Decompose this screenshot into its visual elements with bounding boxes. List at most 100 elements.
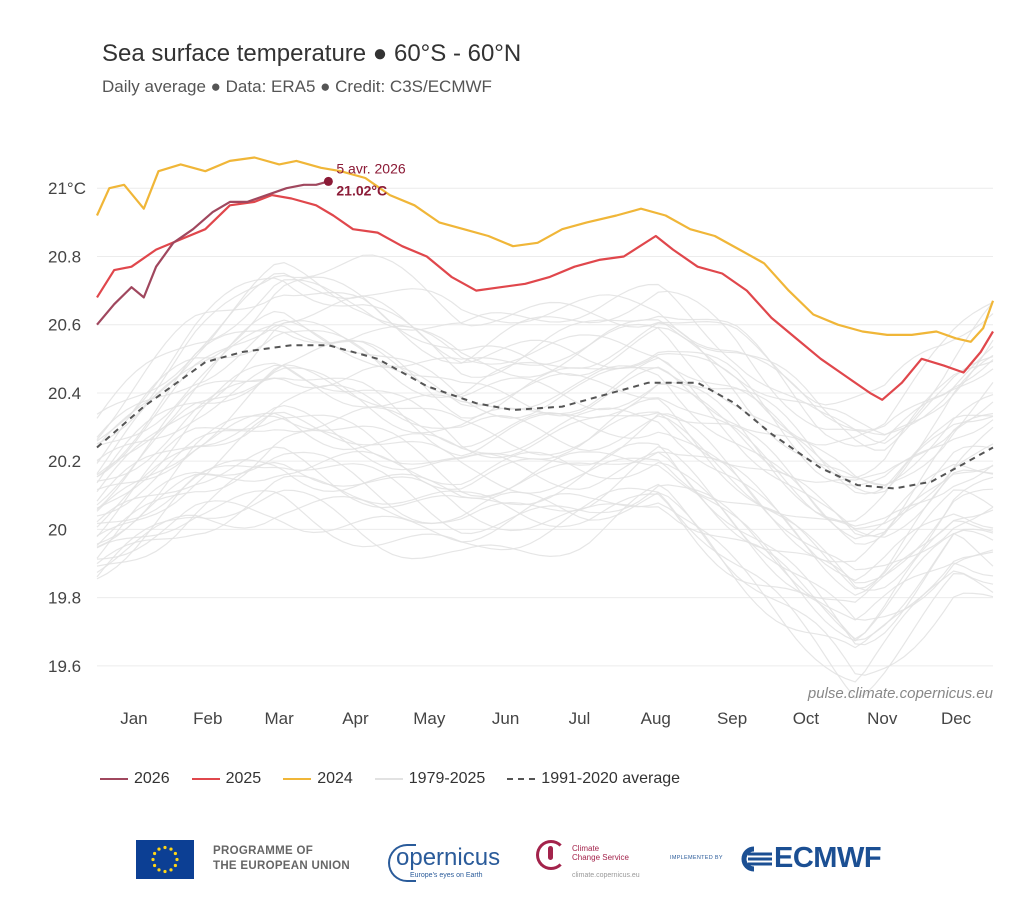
- historical-year-line: [96, 276, 994, 475]
- historical-year-line: [96, 475, 994, 641]
- thermometer-icon: [548, 846, 553, 860]
- copernicus-name: opernicus: [396, 844, 501, 871]
- x-tick-label: Mar: [265, 709, 295, 728]
- x-tick-label: Nov: [867, 709, 898, 728]
- c3s-logo: Climate Change Service climate.copernicu…: [536, 838, 656, 884]
- y-tick-label: 20.2: [48, 452, 81, 471]
- y-tick-label: 20.6: [48, 316, 81, 335]
- legend-swatch: [507, 778, 536, 780]
- historical-year-line: [96, 413, 994, 571]
- eu-star-icon: [173, 863, 177, 868]
- eu-star-icon: [151, 857, 155, 862]
- footer-logos: PROGRAMME OF THE EUROPEAN UNION opernicu…: [0, 836, 1030, 896]
- legend-label: 2024: [317, 770, 353, 787]
- legend-item: 2026: [100, 770, 170, 788]
- legend-label: 1979-2025: [408, 770, 486, 787]
- c3s-circle-icon: [536, 840, 566, 870]
- x-tick-label: Oct: [793, 709, 820, 728]
- x-tick-label: Feb: [193, 709, 222, 728]
- x-tick-label: Jul: [569, 709, 591, 728]
- historical-year-line: [96, 446, 994, 621]
- legend-item: 2024: [283, 770, 353, 788]
- historical-year-line: [96, 411, 994, 590]
- chart-title: Sea surface temperature ● 60°S - 60°N: [102, 40, 522, 67]
- eu-star-icon: [175, 857, 179, 862]
- copernicus-arc-icon: [388, 844, 416, 882]
- legend-swatch: [374, 778, 403, 780]
- y-tick-label: 20.8: [48, 247, 81, 266]
- c3s-url: climate.copernicus.eu: [572, 872, 640, 879]
- chart-area: 5 avr. 2026 21.02°C 19.6 19.8 20 20.2 20.4 20.…: [48, 156, 995, 728]
- eu-line-2: THE EUROPEAN UNION: [213, 860, 351, 872]
- historical-year-line: [96, 407, 994, 596]
- annotation-date: 5 avr. 2026: [336, 160, 405, 176]
- x-tick-label: Dec: [941, 709, 972, 728]
- legend: 2026 2025 2024 1979-2025 1991-2020 average: [100, 770, 702, 788]
- historical-year-line: [96, 461, 994, 640]
- historical-year-line: [96, 324, 994, 479]
- legend-swatch: [283, 778, 312, 780]
- eu-star-icon: [157, 847, 161, 851]
- legend-label: 2025: [225, 770, 262, 787]
- eu-flag-icon: [136, 840, 194, 879]
- c3s-name: Climate Change Service: [572, 844, 629, 862]
- x-tick-label: May: [413, 709, 446, 728]
- historical-year-line: [96, 415, 994, 582]
- eu-star-icon: [173, 851, 177, 856]
- eu-line-1: PROGRAMME OF: [213, 845, 314, 857]
- historical-year-line: [96, 295, 994, 478]
- legend-swatch: [100, 778, 128, 780]
- historical-year-line: [96, 319, 994, 495]
- eu-star-icon: [169, 847, 173, 851]
- c3s-line-2: Change Service: [572, 853, 629, 862]
- historical-year-line: [96, 463, 994, 621]
- historical-year-line: [96, 278, 994, 445]
- chart-subtitle: Daily average ● Data: ERA5 ● Credit: C3S…: [102, 77, 492, 96]
- historical-year-line: [96, 487, 994, 699]
- historical-year-line: [96, 362, 994, 540]
- copernicus-logo: opernicus Europe's eyes on Earth: [388, 838, 508, 884]
- historical-year-line: [96, 329, 994, 487]
- y-tick-label: 19.8: [48, 589, 81, 608]
- copernicus-tagline: Europe's eyes on Earth: [410, 872, 483, 879]
- y-tick-label: 19.6: [48, 657, 81, 676]
- c3s-line-1: Climate: [572, 844, 600, 853]
- series-line-1991-2020-average: [96, 344, 994, 490]
- y-tick-label: 21°C: [48, 179, 86, 198]
- historical-year-line: [96, 384, 994, 530]
- legend-label: 2026: [134, 770, 170, 787]
- annotation-value: 21.02°C: [336, 182, 387, 198]
- historical-year-line: [96, 377, 994, 527]
- eu-star-icon: [157, 868, 161, 872]
- latest-value-marker: [323, 176, 333, 186]
- eu-star-icon: [153, 863, 157, 868]
- historical-year-line: [96, 364, 994, 537]
- series-line-2024: [95, 156, 995, 343]
- historical-year-line: [96, 365, 994, 523]
- implemented-by-text: IMPLEMENTED BY: [670, 855, 723, 861]
- historical-year-line: [96, 254, 994, 445]
- x-tick-label: Jun: [492, 709, 519, 728]
- legend-item: 1979-2025: [374, 770, 486, 788]
- historical-year-line: [96, 450, 994, 603]
- watermark: pulse.climate.copernicus.eu: [807, 685, 994, 702]
- historical-year-line: [96, 277, 994, 447]
- legend-item: 1991-2020 average: [507, 770, 680, 788]
- historical-year-line: [96, 310, 994, 495]
- series-line-2025: [96, 194, 994, 401]
- ecmwf-wordmark: ECMWF: [774, 842, 882, 874]
- eu-programme-text: PROGRAMME OF THE EUROPEAN UNION: [213, 844, 350, 874]
- eu-star-icon: [163, 845, 167, 850]
- x-tick-label: Sep: [717, 709, 747, 728]
- x-tick-label: Aug: [641, 709, 671, 728]
- historical-year-line: [96, 339, 994, 506]
- eu-star-icon: [163, 869, 167, 874]
- historical-year-line: [96, 483, 994, 676]
- legend-item: 2025: [191, 770, 262, 788]
- eu-star-icon: [169, 868, 173, 872]
- y-tick-label: 20: [48, 520, 67, 539]
- series-line-2026: [96, 180, 329, 326]
- historical-year-line: [96, 272, 994, 431]
- y-tick-label: 20.4: [48, 384, 81, 403]
- legend-swatch: [191, 778, 220, 780]
